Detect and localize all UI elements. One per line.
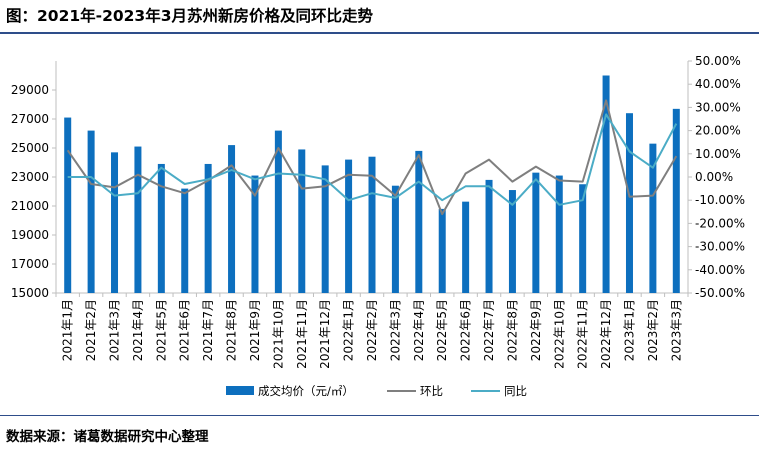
y-left-tick-label: 29000 xyxy=(11,83,49,97)
x-tick-label: 2021年8月 xyxy=(225,299,239,361)
y-left-tick-label: 19000 xyxy=(11,228,49,242)
bar xyxy=(391,185,399,293)
bar xyxy=(508,190,516,293)
x-tick-label: 2022年4月 xyxy=(412,299,426,361)
legend-label-mom: 环比 xyxy=(420,384,443,398)
bar xyxy=(87,130,95,293)
y-right-tick-label: 40.00% xyxy=(695,77,741,91)
y-left-tick-label: 23000 xyxy=(11,170,49,184)
x-tick-label: 2022年8月 xyxy=(505,299,519,361)
y-right-tick-label: 20.00% xyxy=(695,124,741,138)
bar xyxy=(368,156,376,293)
bar xyxy=(345,159,353,293)
legend-label-yoy: 同比 xyxy=(504,384,527,398)
bar xyxy=(532,172,540,293)
bar xyxy=(321,165,329,293)
legend: 成交均价（元/㎡） 环比 同比 xyxy=(226,384,527,398)
y-left-tick-label: 17000 xyxy=(11,257,49,271)
bar xyxy=(64,117,72,293)
lines-layer xyxy=(66,99,678,216)
y-left-tick-label: 27000 xyxy=(11,112,49,126)
y-right-tick-label: 10.00% xyxy=(695,147,741,161)
bar xyxy=(157,163,165,293)
title-divider xyxy=(0,32,759,34)
bar xyxy=(649,143,657,293)
bar xyxy=(181,188,189,293)
y-left-tick-label: 25000 xyxy=(11,141,49,155)
y-right-tick-label: -40.00% xyxy=(695,263,745,277)
y-left-tick-label: 21000 xyxy=(11,199,49,213)
bar xyxy=(298,149,306,293)
yoy-line xyxy=(67,113,678,206)
bar xyxy=(485,179,493,293)
page-title: 图：2021年-2023年3月苏州新房价格及同环比走势 xyxy=(6,7,373,25)
x-tick-label: 2021年1月 xyxy=(61,299,75,361)
legend-label-bar: 成交均价（元/㎡） xyxy=(258,384,354,398)
x-tick-label: 2021年3月 xyxy=(108,299,122,361)
x-tick-label: 2021年7月 xyxy=(201,299,215,361)
bar xyxy=(111,152,119,293)
axes-layer: 15000 17000 19000 21000 23000 25000 27000 29000… xyxy=(11,54,745,300)
bar xyxy=(625,113,633,293)
y-left-tick-label: 15000 xyxy=(11,286,49,300)
x-tick-label: 2022年12月 xyxy=(599,299,613,369)
x-tick-label: 2022年6月 xyxy=(459,299,473,361)
mom-line xyxy=(66,99,678,216)
x-tick-label: 2022年9月 xyxy=(529,299,543,361)
bar xyxy=(415,150,423,293)
x-tick-label: 2021年12月 xyxy=(318,299,332,369)
x-tick-label: 2022年10月 xyxy=(552,299,566,369)
bar xyxy=(672,108,680,293)
source-note: 数据来源：诸葛数据研究中心整理 xyxy=(6,429,209,445)
bar xyxy=(602,75,610,293)
bar xyxy=(228,145,236,293)
x-tick-label: 2022年5月 xyxy=(435,299,449,361)
x-tick-label: 2021年2月 xyxy=(84,299,98,361)
y-right-tick-label: 50.00% xyxy=(695,54,741,68)
y-right-tick-label: -30.00% xyxy=(695,240,745,254)
bar xyxy=(555,175,563,293)
x-tick-label: 2021年5月 xyxy=(154,299,168,361)
bar xyxy=(251,175,259,293)
x-tick-labels: 2021年1月 2021年2月 2021年3月 2021年4月 2021年5月 2021年… xyxy=(61,299,684,369)
x-tick-label: 2023年3月 xyxy=(669,299,683,361)
bar xyxy=(462,201,470,293)
x-tick-label: 2022年3月 xyxy=(388,299,402,361)
y-right-tick-label: -10.00% xyxy=(695,193,745,207)
bar xyxy=(204,163,212,293)
bars-layer xyxy=(64,75,680,293)
bar xyxy=(579,184,587,293)
x-tick-label: 2022年1月 xyxy=(342,299,356,361)
x-tick-label: 2022年7月 xyxy=(482,299,496,361)
bar xyxy=(274,130,282,293)
bar xyxy=(438,208,446,293)
x-tick-label: 2023年2月 xyxy=(646,299,660,361)
footer-divider xyxy=(0,415,759,416)
x-tick-label: 2021年11月 xyxy=(295,299,309,369)
x-tick-label: 2022年11月 xyxy=(576,299,590,369)
x-tick-label: 2021年10月 xyxy=(271,299,285,369)
x-tick-label: 2021年4月 xyxy=(131,299,145,361)
y-right-tick-label: -50.00% xyxy=(695,286,745,300)
y-right-tick-label: 0.00% xyxy=(695,170,733,184)
price-trend-chart: 15000 17000 19000 21000 23000 25000 27000 29000… xyxy=(11,54,745,398)
y-right-tick-label: 30.00% xyxy=(695,100,741,114)
y-right-tick-label: -20.00% xyxy=(695,216,745,230)
x-tick-label: 2022年2月 xyxy=(365,299,379,361)
x-tick-label: 2021年6月 xyxy=(178,299,192,361)
bar xyxy=(134,146,142,293)
x-tick-label: 2023年1月 xyxy=(623,299,637,361)
legend-swatch-bar xyxy=(226,386,254,395)
x-tick-label: 2021年9月 xyxy=(248,299,262,361)
